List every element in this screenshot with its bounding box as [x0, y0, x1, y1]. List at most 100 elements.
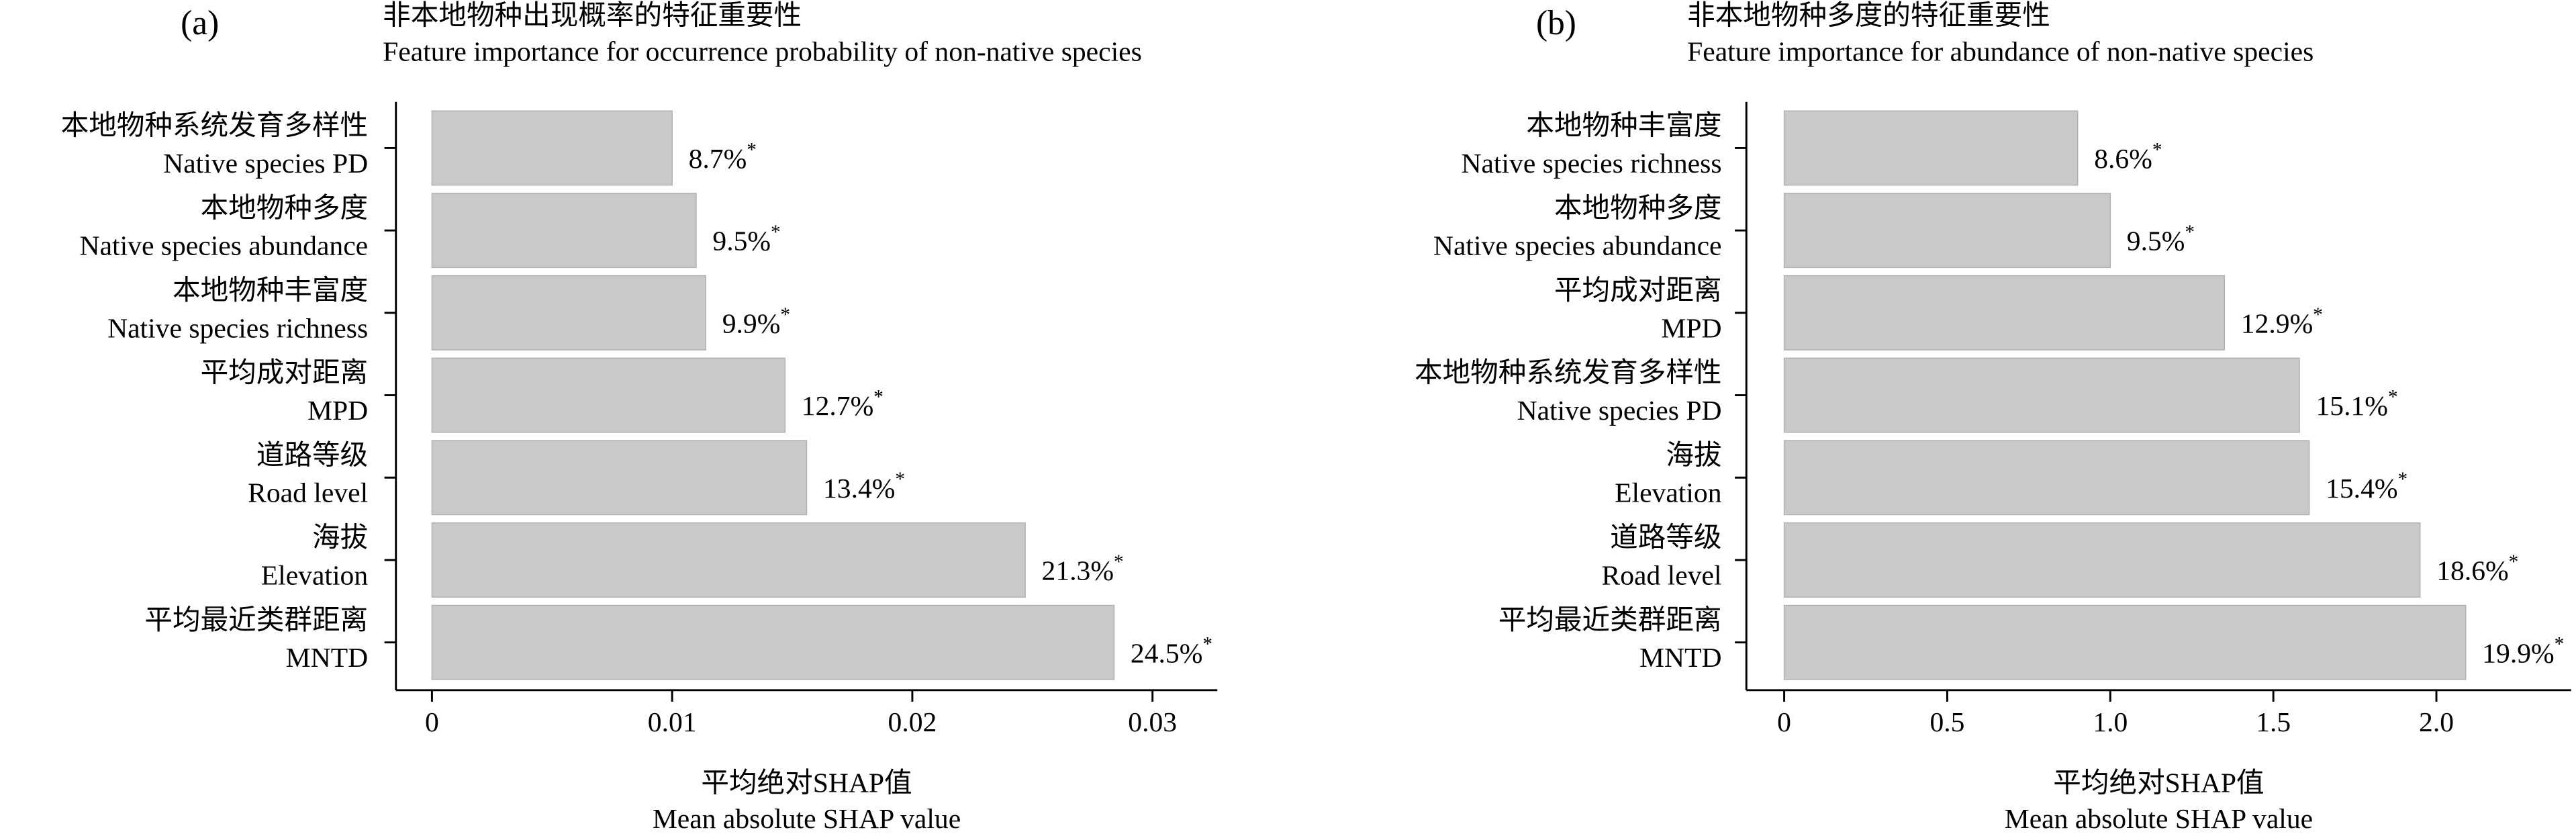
x-tick-label: 0: [425, 706, 439, 737]
significance-mark: *: [1114, 551, 1124, 573]
chart-subtitle: Feature importance for abundance of non-…: [1687, 36, 2313, 66]
bar-label: 8.6%*: [2094, 139, 2162, 173]
bar-label: 13.4%*: [823, 469, 905, 503]
bar: [431, 275, 706, 351]
category-label-en: Native species abundance: [1433, 230, 1722, 261]
category-label-zh: 海拔: [1666, 439, 1721, 470]
bar-label: 12.7%*: [802, 386, 884, 420]
bar-label-value: 21.3%: [1042, 555, 1114, 586]
x-tick-label: 0.02: [888, 706, 937, 737]
bar-label-value: 9.5%: [712, 225, 771, 256]
category-label-en: Elevation: [1615, 477, 1722, 508]
x-tick-label: 0.01: [648, 706, 697, 737]
bar: [431, 110, 673, 186]
bar-label: 12.9%*: [2241, 304, 2323, 338]
bar-label-value: 18.6%: [2436, 555, 2508, 586]
bar-label-value: 12.9%: [2241, 308, 2313, 338]
x-axis-label-zh: 平均绝对SHAP值: [701, 767, 912, 798]
category-label-zh: 平均成对距离: [201, 357, 369, 388]
category-label-zh: 道路等级: [1610, 522, 1721, 553]
bar: [1783, 275, 2226, 351]
bar-label-value: 15.1%: [2316, 390, 2388, 421]
x-tick-label: 0.03: [1128, 706, 1177, 737]
bar-label: 18.6%*: [2436, 551, 2518, 586]
category-label-zh: 海拔: [312, 522, 368, 553]
category-label-en: Native species PD: [163, 148, 368, 179]
x-tick-label: 0: [1777, 706, 1791, 737]
bar: [431, 193, 697, 269]
category-label-en: Road level: [248, 477, 368, 508]
bar-label: 8.7%*: [689, 139, 757, 173]
significance-mark: *: [2388, 386, 2398, 408]
category-label-zh: 本地物种系统发育多样性: [61, 110, 369, 141]
chart-title: 非本地物种出现概率的特征重要性: [383, 0, 802, 31]
bar-label-value: 9.9%: [722, 308, 781, 338]
significance-mark: *: [2398, 469, 2408, 490]
category-label-en: Native species richness: [107, 312, 368, 343]
category-label-en: MNTD: [1639, 642, 1721, 673]
significance-mark: *: [895, 469, 905, 490]
significance-mark: *: [1202, 633, 1212, 655]
bar-label-value: 13.4%: [823, 472, 895, 503]
significance-mark: *: [2185, 222, 2195, 243]
bar: [1783, 440, 2310, 516]
x-axis-label-en: Mean absolute SHAP value: [2005, 803, 2313, 834]
bar-label: 9.9%*: [722, 304, 790, 338]
panel-label: (a): [181, 4, 219, 42]
category-label-zh: 本地物种多度: [1554, 192, 1722, 223]
bar-label: 21.3%*: [1042, 551, 1124, 586]
bar-label-value: 8.6%: [2094, 143, 2152, 174]
x-tick-label: 0.5: [1929, 706, 1964, 737]
chart-title: 非本地物种多度的特征重要性: [1687, 0, 2050, 31]
bar-label-value: 8.7%: [689, 143, 747, 174]
significance-mark: *: [2313, 304, 2323, 326]
bar: [1783, 522, 2421, 598]
x-axis-label-zh: 平均绝对SHAP值: [2053, 767, 2264, 798]
bar: [431, 522, 1026, 598]
category-label-zh: 平均最近类群距离: [1498, 604, 1722, 635]
x-tick-label: 1.0: [2093, 706, 2128, 737]
significance-mark: *: [873, 386, 884, 408]
category-label-zh: 本地物种多度: [201, 192, 369, 223]
bar: [431, 440, 808, 516]
category-label-zh: 本地物种系统发育多样性: [1415, 357, 1722, 388]
bar: [431, 604, 1115, 680]
category-label-zh: 本地物种丰富度: [1526, 110, 1721, 141]
category-label-en: Road level: [1601, 559, 1721, 590]
bar-label: 19.9%*: [2482, 633, 2564, 667]
category-label-en: MPD: [1661, 312, 1721, 343]
significance-mark: *: [780, 304, 790, 326]
category-label-zh: 平均最近类群距离: [144, 604, 368, 635]
bar-label-value: 19.9%: [2482, 637, 2554, 668]
bar: [1783, 357, 2300, 433]
significance-mark: *: [2509, 551, 2519, 573]
category-label-zh: 平均成对距离: [1554, 275, 1722, 306]
bar: [1783, 604, 2467, 680]
significance-mark: *: [2152, 139, 2162, 160]
x-tick-label: 2.0: [2419, 706, 2454, 737]
bar-label: 15.1%*: [2316, 386, 2398, 420]
category-label-en: MPD: [307, 395, 368, 426]
category-label-en: Native species richness: [1461, 148, 1721, 179]
bar: [431, 357, 786, 433]
significance-mark: *: [771, 222, 781, 243]
bar: [1783, 110, 2079, 186]
significance-mark: *: [2555, 633, 2565, 655]
category-label-en: MNTD: [286, 642, 368, 673]
bar-label-value: 9.5%: [2127, 225, 2185, 256]
bar-label-value: 24.5%: [1131, 637, 1202, 668]
bar-label: 15.4%*: [2326, 469, 2407, 503]
x-axis-label-en: Mean absolute SHAP value: [653, 803, 961, 834]
significance-mark: *: [747, 139, 757, 160]
bar-label-value: 15.4%: [2326, 472, 2397, 503]
bar-label: 9.5%*: [712, 222, 780, 256]
category-label-zh: 本地物种丰富度: [173, 275, 368, 306]
category-label-en: Elevation: [261, 559, 369, 590]
chart-subtitle: Feature importance for occurrence probab…: [383, 36, 1142, 66]
bar: [1783, 193, 2111, 269]
category-label-en: Native species PD: [1517, 395, 1722, 426]
x-tick-label: 1.5: [2256, 706, 2291, 737]
bar-label: 9.5%*: [2127, 222, 2195, 256]
